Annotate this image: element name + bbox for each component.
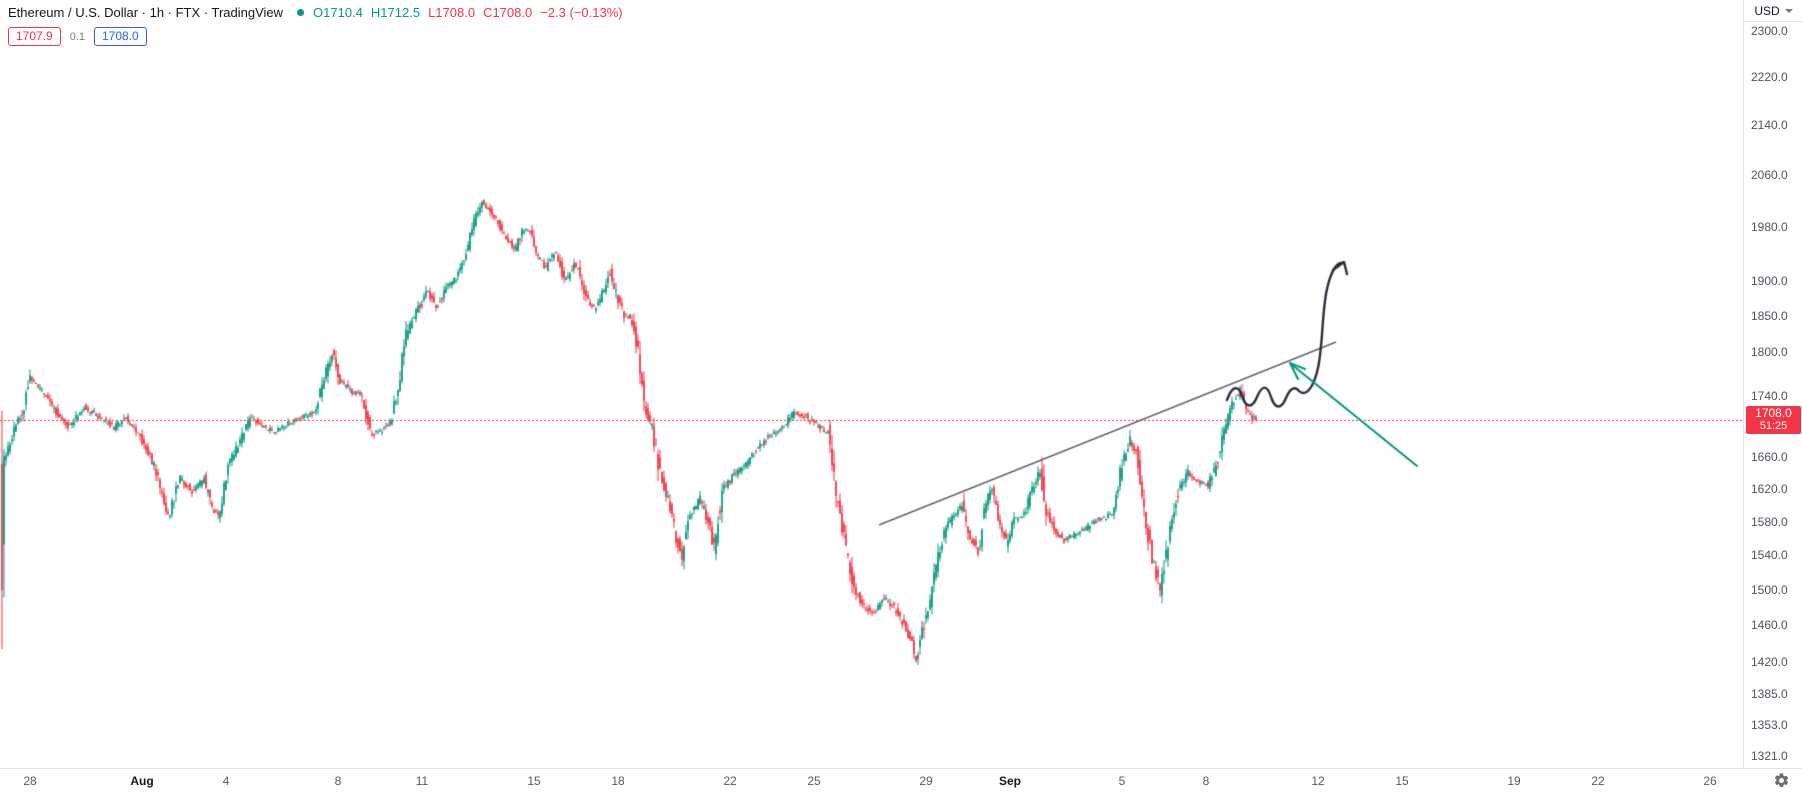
- chart-header: Ethereum / U.S. Dollar · 1h · FTX · Trad…: [8, 5, 623, 46]
- bar-countdown: 51:25: [1759, 420, 1788, 432]
- price-tick-label: 1580.0: [1751, 514, 1788, 529]
- spread-value: 0.1: [69, 30, 85, 43]
- price-tick-label: 1850.0: [1751, 308, 1788, 323]
- ohlc-value-0: O1710.4: [313, 5, 363, 20]
- time-tick-label: 22: [1591, 774, 1605, 788]
- price-tick-label: 1460.0: [1751, 618, 1788, 633]
- price-tick-label: 1900.0: [1751, 273, 1788, 288]
- time-tick-label: 15: [527, 774, 541, 788]
- price-tick-label: 1385.0: [1751, 687, 1788, 702]
- time-tick-label: 19: [1507, 774, 1521, 788]
- currency-selector[interactable]: USD: [1744, 0, 1802, 22]
- time-tick-label: 26: [1703, 774, 1717, 788]
- price-tick-label: 1420.0: [1751, 654, 1788, 669]
- market-status-icon[interactable]: [297, 9, 305, 16]
- time-tick-label: 25: [807, 774, 821, 788]
- currency-label: USD: [1754, 3, 1780, 18]
- price-tick-label: 1353.0: [1751, 717, 1788, 732]
- time-tick-label: 4: [222, 774, 230, 788]
- price-tick-label: 1800.0: [1751, 344, 1788, 359]
- time-tick-label: 11: [415, 774, 429, 788]
- time-axis[interactable]: 28 Aug 4 8 11 15 18 22 25 29 Sep 5 8 12 15 19 22 26: [0, 768, 1802, 792]
- time-tick-label: 22: [723, 774, 737, 788]
- time-tick-label: 18: [611, 774, 625, 788]
- time-tick-label: 29: [919, 774, 933, 788]
- ohlc-value-2: L1708.0: [428, 5, 476, 20]
- ohlc-values: O1710.4 H1712.5 L1708.0 C1708.0 −2.3 (−0.13%…: [313, 5, 623, 20]
- price-tick-label: 1740.0: [1751, 388, 1788, 403]
- chevron-down-icon: [1784, 8, 1793, 13]
- last-price-badge: 1708.0 51:25: [1746, 406, 1801, 434]
- time-tick-label: 15: [1395, 774, 1409, 788]
- time-tick-label: 8: [1202, 774, 1210, 788]
- gear-icon[interactable]: [1773, 772, 1790, 789]
- ohlc-value-3: C1708.0: [483, 5, 533, 20]
- price-tick-label: 1660.0: [1751, 450, 1788, 465]
- price-tick-label: 1321.0: [1751, 749, 1788, 763]
- price-tick-label: 2140.0: [1751, 118, 1788, 133]
- price-tick-label: 2220.0: [1751, 70, 1788, 85]
- ohlc-value-4: −2.3 (−0.13%): [540, 5, 623, 20]
- price-tick-label: 2060.0: [1751, 168, 1788, 183]
- price-tick-label: 1980.0: [1751, 219, 1788, 234]
- bid-price-badge[interactable]: 1707.9: [8, 27, 61, 46]
- time-tick-label: 12: [1311, 774, 1325, 788]
- price-tick-label: 2300.0: [1751, 24, 1788, 38]
- price-tick-label: 1540.0: [1751, 548, 1788, 563]
- ask-price-badge[interactable]: 1708.0: [94, 27, 147, 46]
- time-tick-label: 5: [1118, 774, 1126, 788]
- ohlc-value-1: H1712.5: [370, 5, 421, 20]
- symbol-title[interactable]: Ethereum / U.S. Dollar · 1h · FTX · Trad…: [8, 5, 284, 20]
- price-tick-label: 1620.0: [1751, 482, 1788, 497]
- price-axis[interactable]: USD 1708.0 51:25 2300.0 2220.0 2140.0 2060.…: [1743, 0, 1802, 768]
- price-tick-label: 1500.0: [1751, 582, 1788, 597]
- time-tick-label: Sep: [998, 774, 1022, 788]
- time-tick-label: Aug: [130, 774, 154, 788]
- time-tick-label: 28: [23, 774, 37, 788]
- last-price-value: 1708.0: [1755, 406, 1792, 420]
- time-tick-label: 8: [334, 774, 342, 788]
